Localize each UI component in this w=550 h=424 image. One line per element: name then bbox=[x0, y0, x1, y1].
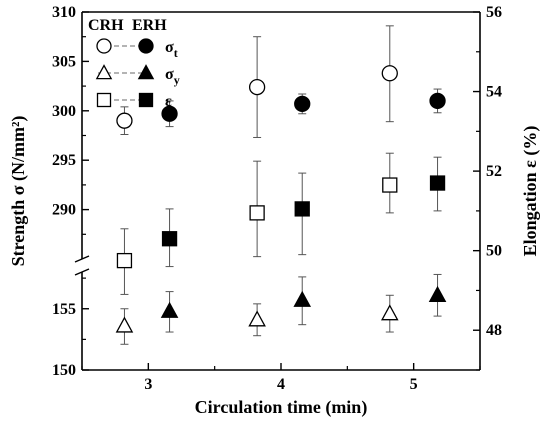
data-point-erh-circle bbox=[294, 95, 311, 113]
data-point-crh-triangle bbox=[380, 304, 399, 321]
data-point-erh-square bbox=[294, 201, 310, 217]
data-point-erh-triangle bbox=[428, 285, 447, 302]
y-right-tick-label: 54 bbox=[486, 84, 502, 101]
y-left-tick-label: 155 bbox=[52, 301, 76, 318]
data-point-crh-circle bbox=[381, 65, 398, 82]
x-tick-label: 5 bbox=[410, 376, 418, 393]
data-point-crh-triangle bbox=[248, 310, 266, 327]
x-tick-label: 4 bbox=[277, 376, 285, 393]
y-left-tick-label: 150 bbox=[52, 362, 76, 379]
legend-header-crh: CRH bbox=[88, 17, 124, 34]
y-left-tick-label: 310 bbox=[52, 4, 76, 21]
legend-marker-erh bbox=[138, 92, 154, 108]
data-point-crh-circle bbox=[248, 78, 266, 96]
legend-marker-erh bbox=[137, 64, 155, 80]
y-left-tick-label: 300 bbox=[52, 103, 76, 120]
legend-header-erh: ERH bbox=[132, 17, 167, 34]
data-point-erh-triangle bbox=[293, 290, 312, 307]
x-axis-label: Circulation time (min) bbox=[195, 397, 368, 418]
legend-label: ε bbox=[165, 93, 172, 110]
y-left-axis-label: Strength σ (N/mm²) bbox=[8, 116, 29, 267]
legend-label: σy bbox=[165, 66, 180, 87]
data-point-erh-circle bbox=[429, 92, 446, 110]
legend-marker-crh bbox=[95, 64, 113, 80]
data-point-crh-square bbox=[249, 205, 265, 221]
data-point-crh-circle bbox=[116, 112, 133, 129]
y-right-tick-label: 48 bbox=[486, 322, 502, 339]
y-left-tick-label: 295 bbox=[52, 152, 76, 169]
data-point-erh-triangle bbox=[160, 301, 179, 318]
data-point-crh-square bbox=[382, 177, 398, 193]
data-point-crh-triangle bbox=[115, 316, 134, 333]
x-tick-label: 3 bbox=[144, 376, 152, 393]
data-point-crh-square bbox=[116, 252, 133, 269]
data-point-erh-square bbox=[429, 175, 446, 191]
y-right-tick-label: 50 bbox=[486, 243, 502, 260]
y-left-tick-label: 290 bbox=[52, 202, 76, 219]
y-left-tick-label: 305 bbox=[52, 53, 76, 70]
axis-break-mark bbox=[74, 255, 90, 263]
y-right-tick-label: 52 bbox=[486, 163, 502, 180]
y-right-tick-label: 56 bbox=[486, 4, 502, 21]
legend-marker-crh bbox=[96, 38, 112, 54]
axis-break-mark bbox=[74, 268, 90, 276]
legend-marker-crh bbox=[96, 92, 112, 108]
data-point-erh-circle bbox=[161, 105, 178, 122]
data-point-erh-square bbox=[161, 231, 178, 247]
legend-label: σt bbox=[165, 39, 178, 60]
legend-marker-erh bbox=[138, 38, 154, 54]
y-right-axis-label: Elongation ε (%) bbox=[520, 126, 541, 257]
